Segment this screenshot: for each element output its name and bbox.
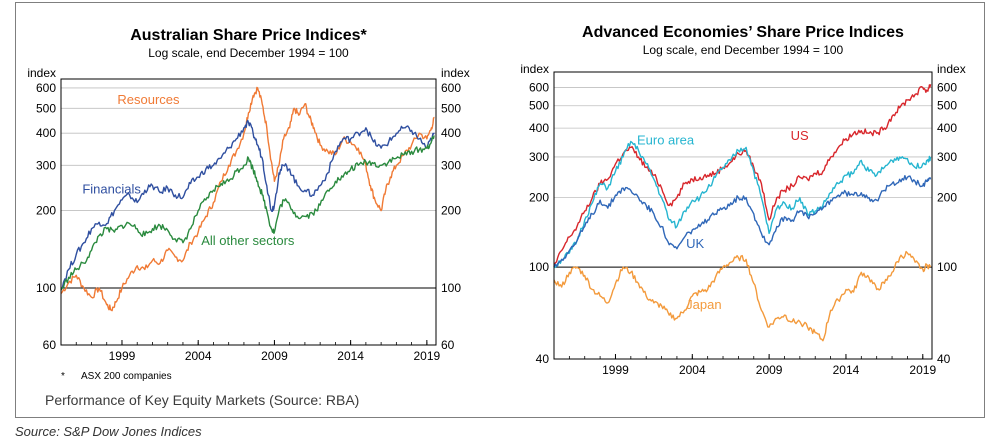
footnote: ASX 200 companies xyxy=(81,371,172,382)
series-label-us: US xyxy=(791,128,809,143)
y-tick-label-right: 400 xyxy=(937,121,957,135)
y-tick-label-right: 100 xyxy=(937,260,957,274)
y-tick-label-left: 40 xyxy=(536,352,550,366)
y-axis-label-right: index xyxy=(937,62,966,76)
series-label-uk: UK xyxy=(686,236,704,251)
y-tick-label-left: 400 xyxy=(36,126,56,140)
x-tick-label: 2014 xyxy=(833,363,860,377)
y-tick-label-left: 200 xyxy=(529,191,549,205)
y-tick-label-left: 600 xyxy=(529,80,549,94)
plot-area-border xyxy=(60,78,437,346)
chart-subtitle: Log scale, end December 1994 = 100 xyxy=(148,46,349,60)
series-line-all-other-sectors xyxy=(60,135,435,291)
y-tick-label-right: 200 xyxy=(441,204,461,218)
x-tick-label: 1999 xyxy=(109,349,136,363)
chart-subtitle: Log scale, end December 1994 = 100 xyxy=(643,43,844,57)
series-line-us xyxy=(553,84,932,268)
y-tick-label-right: 300 xyxy=(441,158,461,172)
y-tick-label-left: 60 xyxy=(43,338,57,352)
y-tick-label-left: 500 xyxy=(529,99,549,113)
y-tick-label-right: 500 xyxy=(441,101,461,115)
chart-title: Australian Share Price Indices* xyxy=(130,27,367,44)
y-tick-label-right: 100 xyxy=(441,281,461,295)
series-line-euro-area xyxy=(553,140,932,269)
series-label-resources: Resources xyxy=(117,92,180,107)
y-tick-label-right: 300 xyxy=(937,150,957,164)
x-tick-label: 1999 xyxy=(602,363,629,377)
chart-title: Advanced Economies’ Share Price Indices xyxy=(582,24,904,41)
y-tick-label-left: 100 xyxy=(36,281,56,295)
source-note: Source: S&P Dow Jones Indices xyxy=(15,424,202,439)
y-tick-label-left: 100 xyxy=(529,260,549,274)
y-axis-label-left: index xyxy=(520,62,549,76)
advanced-economies-chart-panel: Advanced Economies’ Share Price Indices L… xyxy=(500,3,984,417)
series-label-euro-area: Euro area xyxy=(637,132,695,147)
y-tick-label-left: 600 xyxy=(36,81,56,95)
series-line-resources xyxy=(60,86,435,312)
series-line-japan xyxy=(553,250,932,342)
x-tick-label: 2009 xyxy=(261,349,288,363)
footnote-marker: * xyxy=(61,371,65,382)
figure-caption: Performance of Key Equity Markets (Sourc… xyxy=(45,392,360,408)
y-tick-label-right: 600 xyxy=(441,81,461,95)
x-tick-label: 2004 xyxy=(679,363,706,377)
series-line-uk xyxy=(553,175,932,268)
x-tick-label: 2019 xyxy=(909,363,936,377)
y-tick-label-right: 40 xyxy=(937,352,951,366)
x-tick-label: 2009 xyxy=(756,363,783,377)
advanced-economies-share-price-chart: Advanced Economies’ Share Price Indices L… xyxy=(520,24,966,377)
y-tick-label-left: 400 xyxy=(529,121,549,135)
y-axis-label-left: index xyxy=(27,66,56,80)
x-tick-label: 2004 xyxy=(185,349,212,363)
series-label-all-other-sectors: All other sectors xyxy=(201,233,295,248)
x-tick-label: 2019 xyxy=(414,349,441,363)
y-tick-label-left: 200 xyxy=(36,204,56,218)
x-tick-label: 2014 xyxy=(337,349,364,363)
y-tick-label-right: 60 xyxy=(441,338,455,352)
y-tick-label-left: 300 xyxy=(36,158,56,172)
y-tick-label-right: 500 xyxy=(937,99,957,113)
y-tick-label-left: 300 xyxy=(529,150,549,164)
y-tick-label-left: 500 xyxy=(36,101,56,115)
figure-frame: Australian Share Price Indices* Log scale… xyxy=(15,2,985,418)
y-tick-label-right: 200 xyxy=(937,191,957,205)
australian-share-price-chart: Australian Share Price Indices* Log scale… xyxy=(27,27,470,382)
y-tick-label-right: 600 xyxy=(937,80,957,94)
y-axis-label-right: index xyxy=(441,66,470,80)
y-tick-label-right: 400 xyxy=(441,126,461,140)
series-label-financials: Financials xyxy=(82,182,141,197)
plot-area-border xyxy=(553,71,933,360)
series-label-japan: Japan xyxy=(686,297,721,312)
series-line-financials xyxy=(60,119,435,289)
australian-chart-panel: Australian Share Price Indices* Log scale… xyxy=(16,3,498,417)
